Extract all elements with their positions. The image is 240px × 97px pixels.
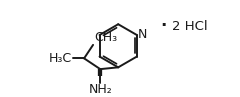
Text: 2 HCl: 2 HCl <box>172 20 208 33</box>
Text: CH₃: CH₃ <box>94 31 117 44</box>
Text: N: N <box>138 28 147 41</box>
Text: ·: · <box>160 17 166 35</box>
Text: H₃C: H₃C <box>48 52 72 65</box>
Text: NH₂: NH₂ <box>88 84 112 97</box>
